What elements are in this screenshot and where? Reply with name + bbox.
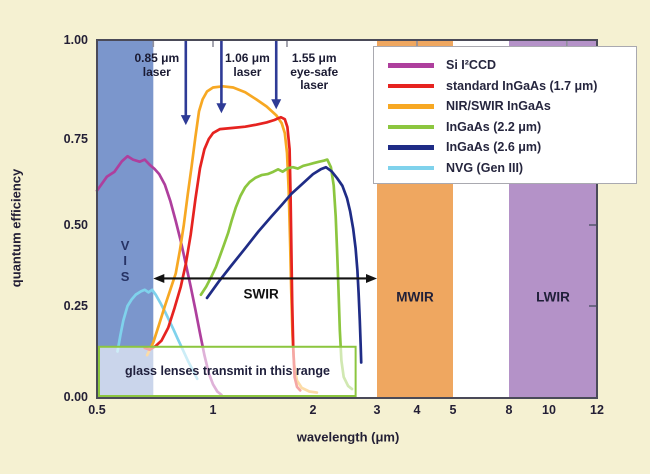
legend-label: NVG (Gen III)	[446, 160, 524, 175]
legend-rows: Si I²CCD standard InGaAs (1.7 μm) NIR/SWIR…	[388, 55, 636, 178]
legend-item: NVG (Gen III)	[388, 158, 636, 179]
curve-ingaas-2-6-m-	[205, 165, 363, 364]
legend-swatch	[388, 104, 434, 109]
legend-label: NIR/SWIR InGaAs	[446, 99, 551, 114]
curve-standard-ingaas-1-7-m-	[143, 115, 302, 392]
legend-swatch	[388, 165, 434, 170]
swir-arrowhead-right	[366, 273, 377, 283]
legend-item: InGaAs (2.2 μm)	[388, 117, 636, 138]
legend-label: InGaAs (2.6 μm)	[446, 140, 542, 155]
swir-arrowhead-left	[153, 273, 165, 283]
legend-label: standard InGaAs (1.7 μm)	[446, 78, 598, 93]
laser-arrowhead	[216, 103, 227, 114]
legend-swatch	[388, 83, 434, 88]
legend-item: InGaAs (2.6 μm)	[388, 137, 636, 158]
legend-swatch	[388, 63, 434, 68]
legend-swatch	[388, 145, 434, 150]
legend-swatch	[388, 124, 434, 129]
legend-item: NIR/SWIR InGaAs	[388, 96, 636, 117]
vis-band	[97, 40, 154, 398]
laser-arrowhead	[180, 115, 191, 126]
legend-item: Si I²CCD	[388, 55, 636, 76]
glass-transmit-box	[98, 345, 357, 398]
plot-border	[96, 39, 598, 399]
laser-arrowhead	[271, 99, 282, 110]
curve-ingaas-2-2-m-	[199, 158, 354, 391]
legend-item: standard InGaAs (1.7 μm)	[388, 76, 636, 97]
legend-label: Si I²CCD	[446, 58, 496, 73]
legend-label: InGaAs (2.2 μm)	[446, 119, 542, 134]
legend: Si I²CCD standard InGaAs (1.7 μm) NIR/SWIR…	[373, 46, 637, 184]
